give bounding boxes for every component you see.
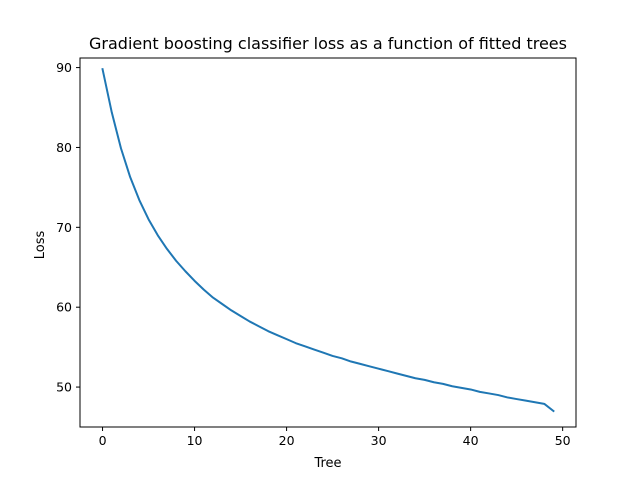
x-axis: 0 10 20 30 40 50 [99, 427, 571, 448]
x-tick-label: 0 [99, 433, 107, 448]
y-axis: 50 60 70 80 90 [56, 60, 80, 395]
x-tick-label: 20 [279, 433, 295, 448]
series-line-0 [101, 67, 555, 413]
x-tick-label: 10 [187, 433, 203, 448]
y-tick-label: 50 [56, 380, 72, 395]
plot-area [80, 58, 576, 427]
x-tick-label: 40 [463, 433, 479, 448]
x-axis-label: Tree [313, 456, 341, 471]
chart-title: Gradient boosting classifier loss as a f… [89, 34, 567, 53]
y-tick-label: 80 [56, 140, 72, 155]
y-tick-label: 70 [56, 220, 72, 235]
x-tick-label: 30 [371, 433, 387, 448]
plot-series [101, 67, 555, 413]
y-axis-label: Loss [33, 231, 48, 260]
y-tick-label: 90 [56, 60, 72, 75]
x-tick-label: 50 [555, 433, 571, 448]
y-tick-label: 60 [56, 300, 72, 315]
plot-frame [79, 57, 577, 428]
